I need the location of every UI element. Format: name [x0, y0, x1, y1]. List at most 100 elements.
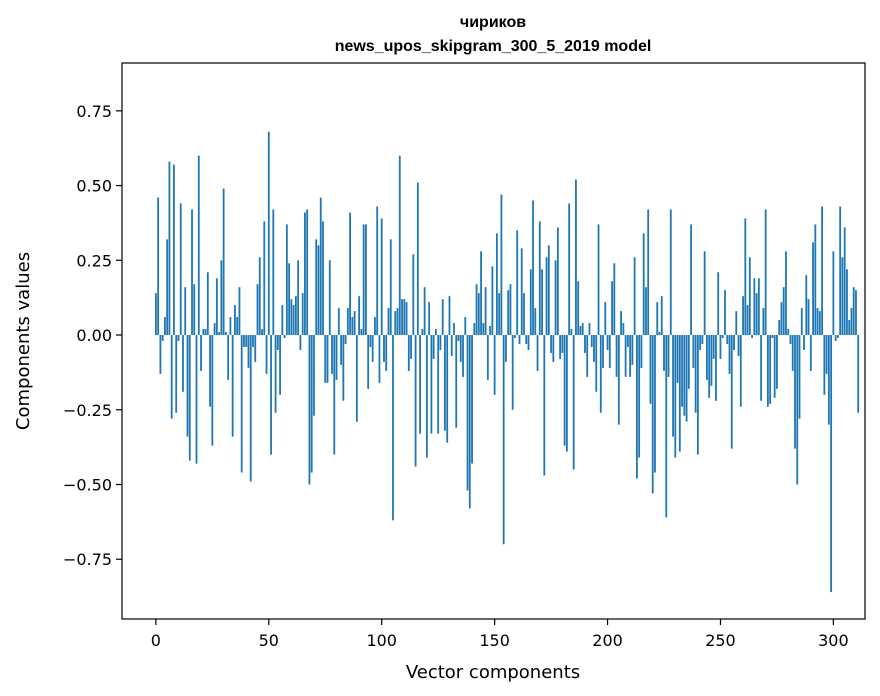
bar [261, 329, 263, 336]
bar [547, 245, 550, 336]
x-tick-label: 0 [151, 631, 161, 650]
bar [520, 248, 523, 336]
bar [805, 275, 808, 336]
bar [222, 188, 225, 336]
bar [315, 239, 318, 336]
bar [425, 335, 428, 458]
bar [213, 323, 216, 336]
bar [380, 218, 383, 336]
bar [782, 287, 785, 336]
bar [701, 335, 704, 344]
bar [161, 335, 164, 341]
bar [590, 335, 593, 347]
bar [464, 317, 467, 336]
bar [480, 251, 482, 336]
bar [837, 335, 839, 339]
bar [667, 335, 670, 377]
bar [369, 335, 372, 347]
bar [545, 257, 548, 336]
bar [376, 206, 379, 336]
bar [252, 335, 254, 347]
bar [514, 335, 516, 339]
plot-frame [121, 62, 866, 620]
bar [532, 200, 534, 336]
bar [800, 308, 803, 336]
bar [699, 335, 702, 350]
bar [597, 224, 600, 336]
bar [584, 335, 586, 353]
bar [746, 305, 749, 336]
bar [412, 254, 415, 336]
bar [484, 287, 487, 336]
bar [771, 335, 774, 339]
bar [785, 251, 787, 336]
bar [696, 335, 699, 455]
bar [773, 335, 776, 398]
x-axis-ticks: 0 50 100 150 200 250 300 [151, 619, 849, 650]
bar [766, 335, 769, 407]
bar [195, 335, 198, 464]
x-tick-label: 100 [366, 631, 397, 650]
bar [310, 335, 313, 473]
y-tick-label: 0.00 [76, 326, 112, 345]
bar [317, 245, 320, 336]
bar [263, 221, 266, 336]
bar [712, 335, 715, 359]
bar [249, 335, 252, 482]
bar [516, 230, 519, 336]
bar [175, 335, 178, 413]
bar [245, 335, 248, 347]
x-tick-label: 200 [592, 631, 623, 650]
bar [468, 335, 471, 509]
bar [421, 329, 424, 336]
bar [669, 209, 672, 336]
bar [807, 299, 810, 336]
bar [166, 239, 169, 336]
bar [182, 335, 184, 392]
bar [622, 323, 625, 336]
bar [665, 335, 668, 518]
bar [703, 251, 706, 336]
bar [816, 308, 819, 336]
bar [473, 323, 476, 336]
bar [193, 284, 196, 336]
bar [446, 335, 449, 443]
bar [507, 290, 510, 336]
bar [351, 317, 354, 336]
bar [552, 335, 555, 362]
bar [579, 326, 582, 336]
bar [281, 305, 284, 336]
bar [855, 290, 857, 336]
bar [197, 155, 200, 336]
bar [202, 329, 205, 336]
bar [206, 272, 209, 336]
bar [326, 335, 329, 383]
bar [200, 335, 202, 371]
bar [394, 311, 397, 336]
bar [706, 335, 708, 380]
bar [387, 308, 390, 336]
bar [538, 221, 541, 336]
bar [683, 335, 686, 416]
bar [428, 302, 431, 336]
bar [319, 197, 322, 336]
bar [640, 335, 643, 368]
bar [626, 335, 629, 347]
bar [633, 257, 636, 336]
bar [306, 209, 309, 336]
y-tick-label: 0.50 [76, 177, 112, 196]
bar [374, 317, 376, 336]
bar [294, 296, 297, 336]
bar [502, 335, 505, 545]
bar [340, 335, 342, 365]
bar [744, 218, 747, 336]
x-tick-label: 300 [818, 631, 849, 650]
bar [724, 290, 726, 336]
bar [672, 335, 674, 437]
bar [617, 335, 620, 425]
bar [453, 323, 455, 336]
bar [355, 335, 358, 422]
bar [742, 296, 744, 336]
bar [595, 335, 598, 392]
